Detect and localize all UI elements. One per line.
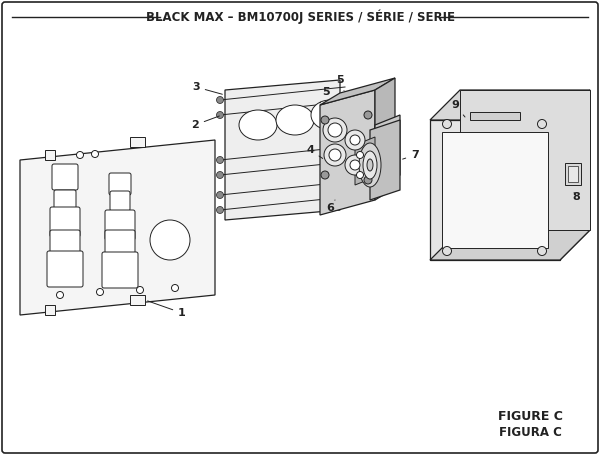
Polygon shape — [470, 112, 520, 120]
Circle shape — [328, 123, 342, 137]
Polygon shape — [430, 120, 560, 260]
FancyBboxPatch shape — [110, 191, 130, 211]
Polygon shape — [430, 90, 590, 120]
Polygon shape — [320, 90, 375, 215]
Text: 5: 5 — [336, 75, 344, 91]
Ellipse shape — [276, 105, 314, 135]
Text: 1: 1 — [148, 301, 186, 318]
Circle shape — [443, 120, 452, 128]
Polygon shape — [320, 78, 395, 105]
FancyBboxPatch shape — [109, 173, 131, 195]
Polygon shape — [568, 166, 578, 182]
Polygon shape — [225, 80, 340, 220]
Polygon shape — [130, 295, 145, 305]
Circle shape — [364, 176, 372, 184]
Polygon shape — [375, 78, 395, 200]
Circle shape — [345, 155, 365, 175]
Text: 6: 6 — [326, 200, 335, 213]
Circle shape — [443, 247, 452, 256]
FancyBboxPatch shape — [50, 207, 80, 237]
Circle shape — [217, 96, 223, 103]
Circle shape — [97, 288, 104, 295]
Polygon shape — [560, 90, 590, 260]
Ellipse shape — [363, 151, 377, 179]
Polygon shape — [442, 132, 548, 248]
Circle shape — [321, 116, 329, 124]
FancyBboxPatch shape — [105, 230, 135, 260]
Text: 5: 5 — [320, 87, 330, 103]
Circle shape — [538, 120, 547, 128]
Polygon shape — [45, 305, 55, 315]
Polygon shape — [375, 115, 400, 185]
Circle shape — [217, 207, 223, 213]
Circle shape — [56, 292, 64, 298]
Circle shape — [538, 247, 547, 256]
Polygon shape — [370, 120, 400, 200]
Text: FIGURA C: FIGURA C — [499, 426, 562, 440]
Text: 3: 3 — [192, 82, 223, 94]
Circle shape — [217, 172, 223, 178]
Circle shape — [350, 135, 360, 145]
Polygon shape — [565, 163, 581, 185]
Ellipse shape — [367, 159, 373, 171]
Text: 9: 9 — [451, 100, 465, 117]
Circle shape — [323, 118, 347, 142]
Circle shape — [172, 284, 179, 292]
FancyBboxPatch shape — [54, 190, 76, 212]
Text: 2: 2 — [191, 116, 220, 130]
Text: BLACK MAX – BM10700J SERIES / SÉRIE / SERIE: BLACK MAX – BM10700J SERIES / SÉRIE / SE… — [146, 10, 455, 24]
Circle shape — [217, 111, 223, 118]
FancyBboxPatch shape — [50, 230, 80, 260]
Circle shape — [329, 149, 341, 161]
Circle shape — [345, 130, 365, 150]
Circle shape — [321, 171, 329, 179]
FancyBboxPatch shape — [47, 251, 83, 287]
FancyBboxPatch shape — [52, 164, 78, 190]
Circle shape — [356, 152, 364, 158]
Circle shape — [217, 192, 223, 198]
Circle shape — [324, 144, 346, 166]
Ellipse shape — [359, 143, 381, 187]
Polygon shape — [130, 137, 145, 147]
Text: 7: 7 — [403, 150, 419, 160]
FancyBboxPatch shape — [105, 210, 135, 240]
Circle shape — [150, 220, 190, 260]
FancyBboxPatch shape — [102, 252, 138, 288]
Polygon shape — [460, 90, 590, 230]
Circle shape — [350, 160, 360, 170]
Text: 8: 8 — [572, 192, 580, 202]
Polygon shape — [430, 230, 590, 260]
Circle shape — [137, 287, 143, 293]
Circle shape — [77, 152, 83, 158]
Text: 4: 4 — [306, 145, 323, 158]
Text: FIGURE C: FIGURE C — [497, 410, 562, 424]
Ellipse shape — [311, 100, 349, 130]
Polygon shape — [20, 140, 215, 315]
Circle shape — [356, 172, 364, 178]
Circle shape — [91, 151, 98, 157]
Circle shape — [217, 157, 223, 163]
Polygon shape — [45, 150, 55, 160]
Polygon shape — [355, 137, 375, 185]
Circle shape — [364, 111, 372, 119]
Ellipse shape — [239, 110, 277, 140]
